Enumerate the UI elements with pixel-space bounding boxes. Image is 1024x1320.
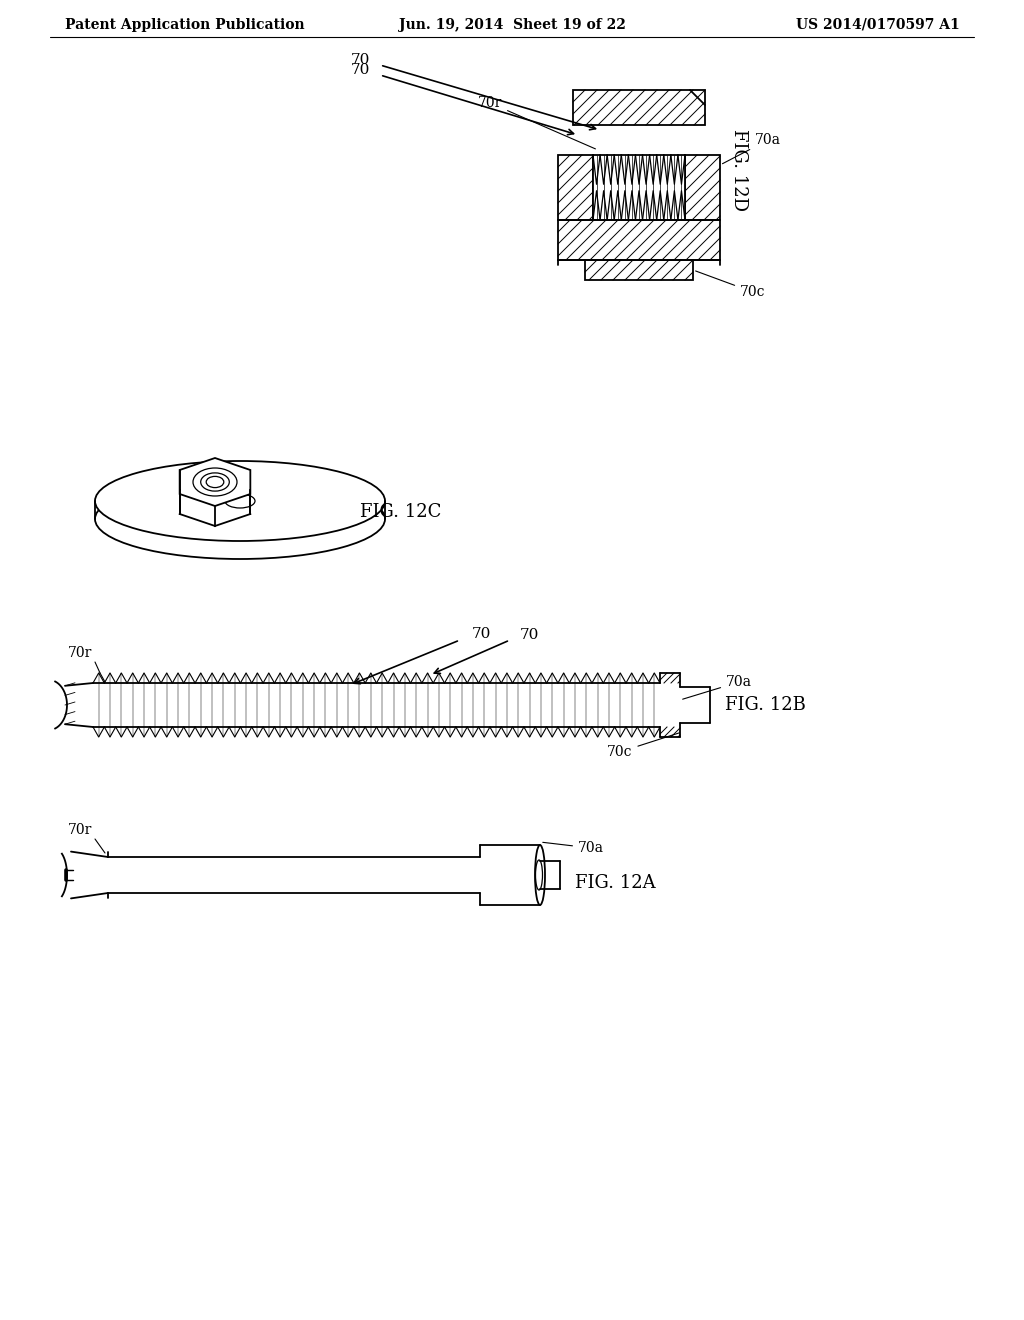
Text: 70: 70 bbox=[350, 63, 370, 77]
Text: FIG. 12B: FIG. 12B bbox=[725, 696, 806, 714]
Ellipse shape bbox=[225, 494, 255, 508]
Ellipse shape bbox=[95, 479, 385, 558]
Text: 70c: 70c bbox=[607, 733, 679, 759]
Text: 70a: 70a bbox=[683, 675, 752, 700]
Text: 70: 70 bbox=[520, 628, 540, 642]
Polygon shape bbox=[179, 458, 250, 506]
Text: Patent Application Publication: Patent Application Publication bbox=[65, 18, 304, 32]
Text: 70: 70 bbox=[350, 53, 370, 67]
Text: 70: 70 bbox=[472, 627, 492, 642]
Text: 70r: 70r bbox=[68, 645, 92, 660]
Text: Jun. 19, 2014  Sheet 19 of 22: Jun. 19, 2014 Sheet 19 of 22 bbox=[398, 18, 626, 32]
Bar bbox=[593, 154, 685, 220]
Text: 70r: 70r bbox=[68, 822, 92, 837]
Text: 70a: 70a bbox=[543, 841, 604, 855]
Text: FIG. 12A: FIG. 12A bbox=[575, 874, 655, 892]
Text: US 2014/0170597 A1: US 2014/0170597 A1 bbox=[797, 18, 961, 32]
Text: 70r: 70r bbox=[478, 96, 595, 149]
Bar bbox=[558, 220, 720, 260]
Bar bbox=[573, 90, 705, 125]
Text: 70a: 70a bbox=[723, 133, 781, 164]
Ellipse shape bbox=[95, 461, 385, 541]
Bar bbox=[558, 154, 593, 220]
Text: 70c: 70c bbox=[695, 271, 766, 300]
Bar bbox=[585, 260, 693, 280]
Bar bbox=[685, 154, 720, 220]
Text: FIG. 12C: FIG. 12C bbox=[360, 503, 441, 521]
Text: FIG. 12D: FIG. 12D bbox=[730, 129, 748, 211]
